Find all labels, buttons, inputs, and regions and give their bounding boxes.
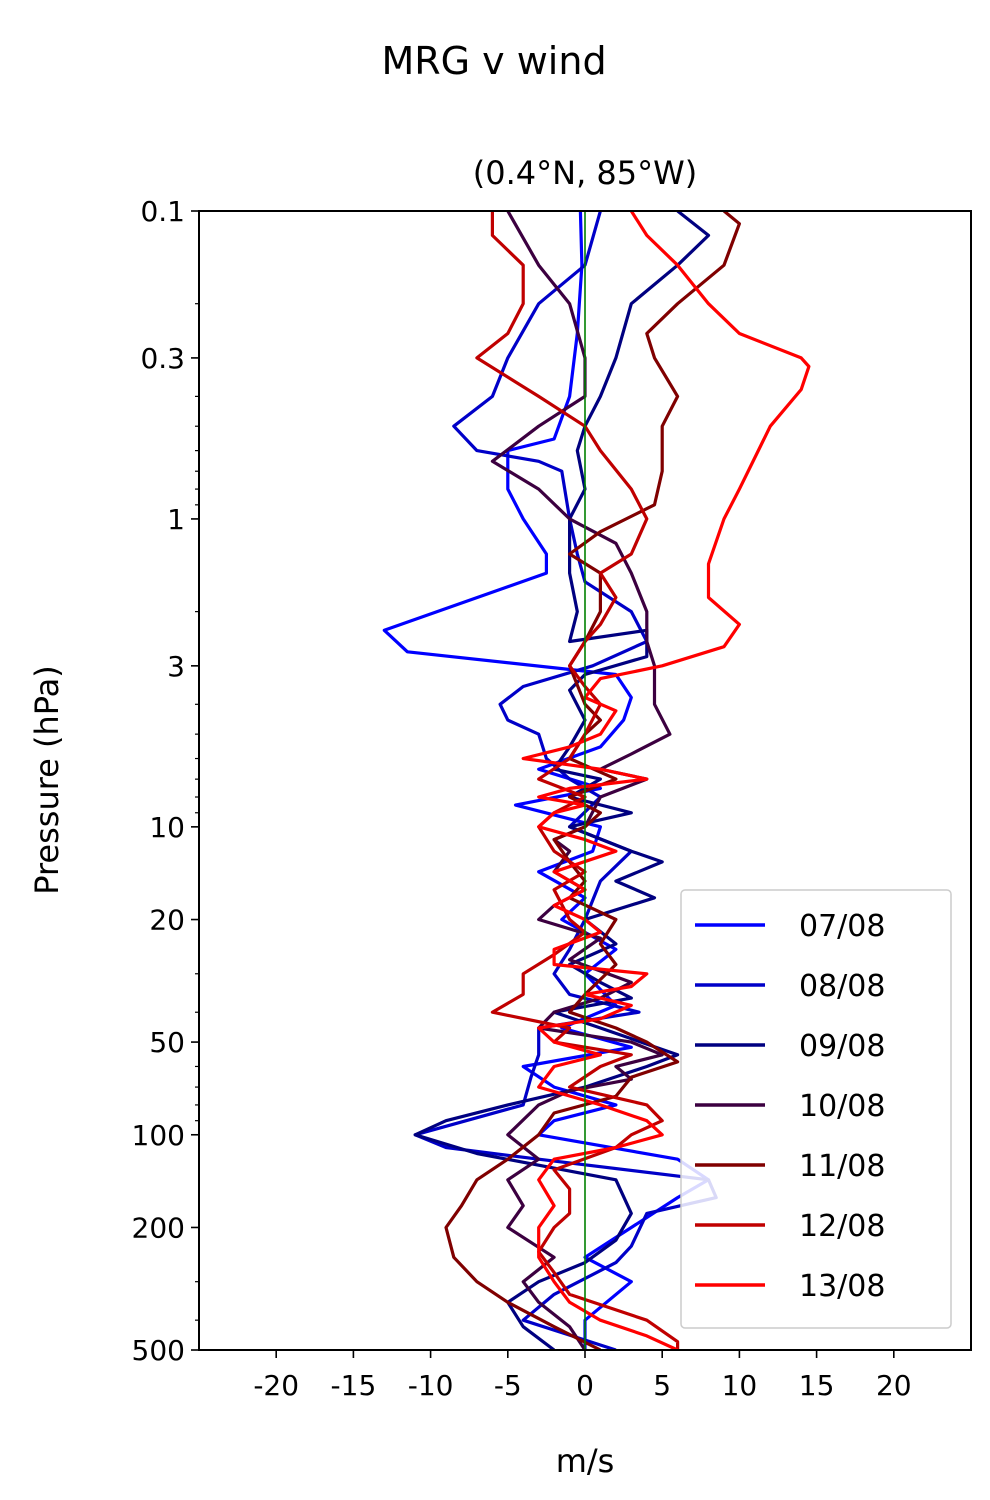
legend-label: 10/08 [799, 1089, 885, 1124]
y-tick-label: 1 [167, 503, 185, 536]
x-tick-label: 20 [876, 1369, 912, 1402]
y-tick-label: 10 [149, 811, 185, 844]
plot-frame [198, 210, 972, 1351]
chart-title: (0.4°N, 85°W) [473, 154, 698, 192]
x-axis-label: m/s [556, 1442, 615, 1480]
y-tick-label: 50 [149, 1026, 185, 1059]
legend-label: 08/08 [799, 969, 885, 1004]
x-tick-label: -5 [494, 1369, 522, 1402]
series-layer [382, 211, 811, 1350]
series-line-09-08 [413, 211, 711, 1350]
legend-label: 12/08 [799, 1209, 885, 1244]
y-tick-label: 100 [132, 1119, 185, 1152]
x-tick-label: 0 [576, 1369, 594, 1402]
tick-layer: -20 -15 -10 -5 0 5 10 15 20 0.1 0.3 1 3 10 20 50 100 200 5… [132, 195, 912, 1402]
x-tick-label: -15 [331, 1369, 377, 1402]
x-tick-label: 10 [722, 1369, 758, 1402]
chart-suptitle: MRG v wind [381, 39, 606, 83]
x-tick-label: 15 [799, 1369, 835, 1402]
y-tick-label: 20 [149, 904, 185, 937]
series-line-08-08 [413, 211, 718, 1350]
series-line-11-08 [444, 211, 741, 1350]
x-tick-label: 5 [653, 1369, 671, 1402]
legend-box [680, 889, 952, 1329]
x-tick-label: -20 [253, 1369, 299, 1402]
y-tick-label: 0.3 [140, 342, 185, 375]
legend-label: 07/08 [799, 909, 885, 944]
legend-label: 09/08 [799, 1029, 885, 1064]
y-tick-label: 500 [132, 1334, 185, 1367]
legend: 07/08 08/08 09/08 10/08 11/08 12/08 13/08 [680, 889, 952, 1329]
y-axis-label: Pressure (hPa) [28, 665, 66, 895]
y-tick-label: 0.1 [140, 195, 185, 228]
x-tick-label: -10 [408, 1369, 454, 1402]
legend-label: 11/08 [799, 1149, 885, 1184]
legend-label: 13/08 [799, 1269, 885, 1304]
y-tick-label: 200 [132, 1211, 185, 1244]
y-tick-label: 3 [167, 650, 185, 683]
